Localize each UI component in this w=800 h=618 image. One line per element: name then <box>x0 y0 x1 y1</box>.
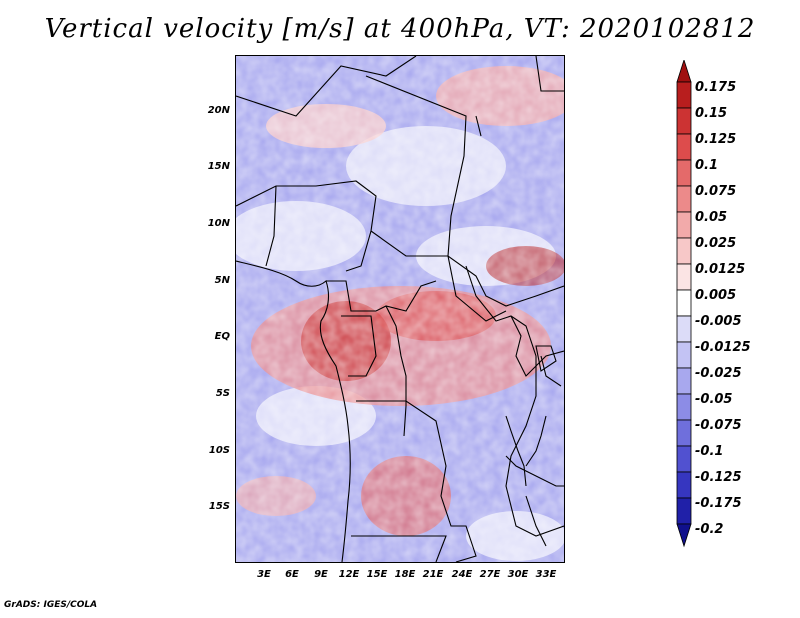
lon-label-33e: 33E <box>535 569 557 580</box>
chart-title: Vertical velocity [m/s] at 400hPa, VT: 2… <box>44 14 756 44</box>
lon-label-21e: 21E <box>422 569 444 580</box>
lat-label-15s: 15S <box>208 501 230 512</box>
colorbar-segment <box>676 341 692 369</box>
lat-label-10n: 10N <box>207 218 230 229</box>
colorbar-segment <box>676 289 692 317</box>
lat-label-5n: 5N <box>214 275 230 286</box>
lon-label-18e: 18E <box>394 569 416 580</box>
colorbar-label-0.125: 0.125 <box>695 132 737 147</box>
colorbar-label-neg0.175: -0.175 <box>695 496 742 511</box>
colorbar-label-neg0.075: -0.075 <box>695 418 742 433</box>
colorbar <box>676 60 692 548</box>
lon-label-3e: 3E <box>257 569 271 580</box>
lat-label-5s: 5S <box>215 388 230 399</box>
colorbar-label-0.0125: 0.0125 <box>695 262 746 277</box>
colorbar-label-0.075: 0.075 <box>695 184 737 199</box>
colorbar-label-0.1: 0.1 <box>695 158 719 173</box>
colorbar-label-neg0.125: -0.125 <box>695 470 742 485</box>
grads-credit: GrADS: IGES/COLA <box>4 600 98 610</box>
country-borders <box>236 56 564 562</box>
lon-label-9e: 9E <box>314 569 328 580</box>
velocity-map <box>235 55 565 563</box>
colorbar-segment <box>676 159 692 187</box>
lon-label-15e: 15E <box>366 569 388 580</box>
colorbar-segment <box>676 497 692 525</box>
lon-label-30e: 30E <box>507 569 529 580</box>
colorbar-segment <box>676 393 692 421</box>
colorbar-segment <box>676 315 692 343</box>
colorbar-segment <box>676 133 692 161</box>
lon-label-12e: 12E <box>338 569 360 580</box>
colorbar-label-neg0.2: -0.2 <box>695 522 724 537</box>
colorbar-segment <box>676 185 692 213</box>
colorbar-segment <box>676 367 692 395</box>
colorbar-label-neg0.025: -0.025 <box>695 366 742 381</box>
colorbar-label-0.025: 0.025 <box>695 236 737 251</box>
colorbar-label-neg0.0125: -0.0125 <box>695 340 751 355</box>
lat-label-eq: EQ <box>214 331 230 342</box>
colorbar-label-0.05: 0.05 <box>695 210 728 225</box>
colorbar-bottom-arrow <box>676 523 692 548</box>
lon-label-27e: 27E <box>479 569 501 580</box>
colorbar-segment <box>676 445 692 473</box>
colorbar-top-arrow <box>676 60 692 83</box>
colorbar-segment <box>676 211 692 239</box>
colorbar-label-0.005: 0.005 <box>695 288 737 303</box>
lat-label-20n: 20N <box>207 105 230 116</box>
colorbar-segment <box>676 237 692 265</box>
lat-label-10s: 10S <box>208 445 230 456</box>
colorbar-label-neg0.1: -0.1 <box>695 444 724 459</box>
colorbar-segment <box>676 471 692 499</box>
colorbar-segment <box>676 107 692 135</box>
lon-label-6e: 6E <box>285 569 299 580</box>
colorbar-label-neg0.005: -0.005 <box>695 314 742 329</box>
colorbar-segment <box>676 81 692 109</box>
map-field <box>236 56 564 562</box>
colorbar-segment <box>676 263 692 291</box>
lon-label-24e: 24E <box>451 569 473 580</box>
colorbar-segment <box>676 419 692 447</box>
lat-label-15n: 15N <box>207 161 230 172</box>
colorbar-label-neg0.05: -0.05 <box>695 392 733 407</box>
colorbar-label-0.175: 0.175 <box>695 80 737 95</box>
colorbar-label-0.15: 0.15 <box>695 106 728 121</box>
